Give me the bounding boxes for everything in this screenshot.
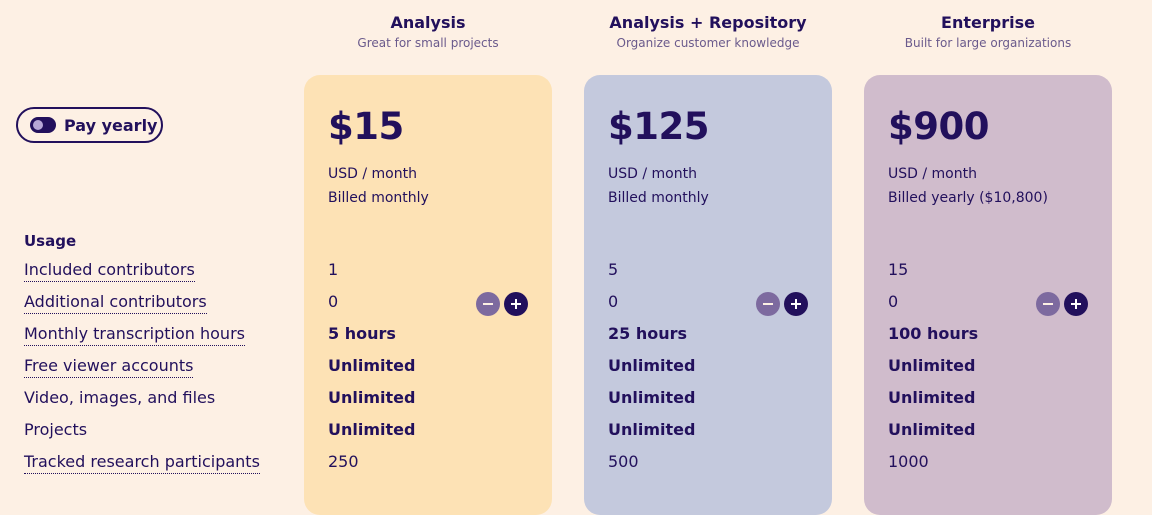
- value-tracked-participants: 1000: [888, 452, 929, 471]
- value-video-images-files: Unlimited: [328, 388, 416, 407]
- row-label-tracked-research-participants[interactable]: Tracked research participants: [24, 452, 260, 474]
- value-viewer-accounts: Unlimited: [608, 356, 696, 375]
- price-unit: USD / month: [608, 166, 697, 182]
- value-transcription-hours: 25 hours: [608, 324, 688, 343]
- decrement-button[interactable]: [756, 292, 780, 316]
- value-viewer-accounts: Unlimited: [888, 356, 976, 375]
- plus-icon: [511, 299, 521, 309]
- price-unit: USD / month: [888, 166, 977, 182]
- value-additional-contributors: 0: [888, 292, 899, 311]
- value-tracked-participants: 500: [608, 452, 639, 471]
- row-label-included-contributors[interactable]: Included contributors: [24, 260, 195, 282]
- minus-icon: [763, 303, 773, 305]
- row-label-free-viewer-accounts[interactable]: Free viewer accounts: [24, 356, 194, 378]
- plan-header-enterprise: Enterprise Built for large organizations: [864, 12, 1112, 52]
- value-video-images-files: Unlimited: [888, 388, 976, 407]
- increment-button[interactable]: [504, 292, 528, 316]
- price-unit: USD / month: [328, 166, 417, 182]
- billing-cycle: Billed monthly: [608, 190, 709, 206]
- row-label-monthly-transcription-hours[interactable]: Monthly transcription hours: [24, 324, 245, 346]
- value-additional-contributors: 0: [608, 292, 619, 311]
- decrement-button[interactable]: [1036, 292, 1060, 316]
- minus-icon: [483, 303, 493, 305]
- value-projects: Unlimited: [608, 420, 696, 439]
- value-projects: Unlimited: [888, 420, 976, 439]
- plan-card-enterprise: $900 USD / month Billed yearly ($10,800)…: [864, 75, 1112, 515]
- pay-yearly-toggle[interactable]: Pay yearly: [16, 107, 163, 143]
- value-viewer-accounts: Unlimited: [328, 356, 416, 375]
- additional-contributors-stepper: [1036, 292, 1088, 316]
- additional-contributors-stepper: [756, 292, 808, 316]
- minus-icon: [1043, 303, 1053, 305]
- plan-price: $125: [608, 105, 709, 148]
- toggle-switch-icon[interactable]: [30, 117, 56, 133]
- value-transcription-hours: 5 hours: [328, 324, 396, 343]
- plan-price: $900: [888, 105, 989, 148]
- plan-subtitle: Great for small projects: [357, 36, 499, 50]
- value-projects: Unlimited: [328, 420, 416, 439]
- value-included-contributors: 1: [328, 260, 339, 279]
- usage-heading: Usage: [24, 232, 77, 250]
- plan-title: Enterprise: [941, 13, 1035, 32]
- plan-title: Analysis: [390, 13, 466, 32]
- value-additional-contributors: 0: [328, 292, 339, 311]
- row-label-additional-contributors[interactable]: Additional contributors: [24, 292, 207, 314]
- value-tracked-participants: 250: [328, 452, 359, 471]
- value-video-images-files: Unlimited: [608, 388, 696, 407]
- plan-card-analysis: $15 USD / month Billed monthly 1 0 5 hou…: [304, 75, 552, 515]
- row-label-video-images-files: Video, images, and files: [24, 388, 216, 407]
- plan-subtitle: Organize customer knowledge: [616, 36, 800, 50]
- plan-price: $15: [328, 105, 404, 148]
- increment-button[interactable]: [1064, 292, 1088, 316]
- plan-header-analysis-repository: Analysis + Repository Organize customer …: [584, 12, 832, 52]
- plan-card-analysis-repository: $125 USD / month Billed monthly 5 0 25 h…: [584, 75, 832, 515]
- additional-contributors-stepper: [476, 292, 528, 316]
- value-included-contributors: 5: [608, 260, 619, 279]
- plus-icon: [1071, 299, 1081, 309]
- decrement-button[interactable]: [476, 292, 500, 316]
- plus-icon: [791, 299, 801, 309]
- value-included-contributors: 15: [888, 260, 909, 279]
- plan-title: Analysis + Repository: [609, 13, 807, 32]
- billing-cycle: Billed monthly: [328, 190, 429, 206]
- increment-button[interactable]: [784, 292, 808, 316]
- plan-subtitle: Built for large organizations: [904, 36, 1072, 50]
- toggle-knob: [33, 120, 43, 130]
- plan-header-analysis: Analysis Great for small projects: [304, 12, 552, 52]
- row-label-projects: Projects: [24, 420, 88, 439]
- value-transcription-hours: 100 hours: [888, 324, 979, 343]
- billing-cycle: Billed yearly ($10,800): [888, 190, 1048, 206]
- toggle-label: Pay yearly: [64, 115, 158, 135]
